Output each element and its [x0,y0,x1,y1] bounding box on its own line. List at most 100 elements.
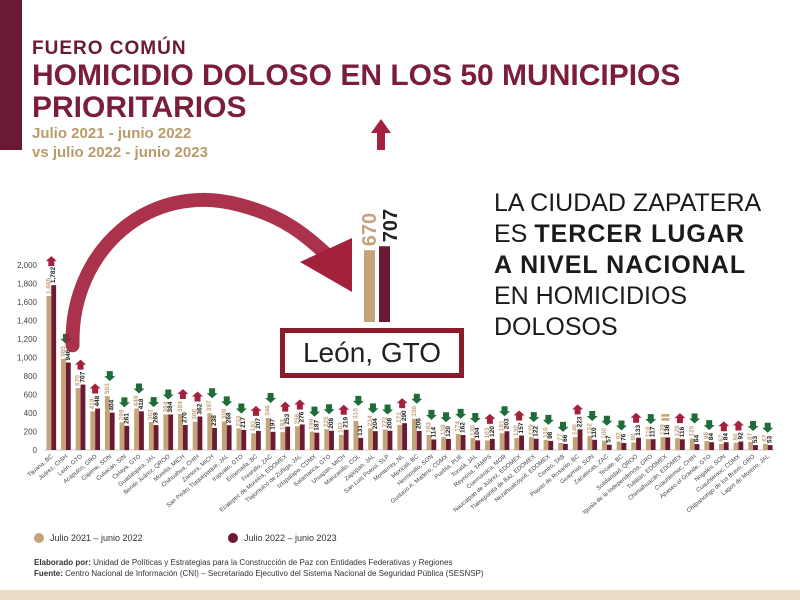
value-label-2022: 53 [752,435,759,443]
bar-2021 [514,437,520,450]
footer-credit: Elaborado por: Unidad de Políticas y Est… [34,558,453,567]
value-label-2021: 397 [206,400,213,411]
bar-2021 [397,424,403,450]
callout-line-1: LA CIUDAD ZAPATERA [494,189,762,217]
y-tick-label: 0 [33,446,38,455]
value-label-2022: 384 [167,401,174,412]
value-label-2021: 163 [338,422,345,433]
bar-2022 [577,429,583,450]
value-label-2022: 418 [138,398,145,409]
bar-2021 [148,422,154,450]
value-label-2022: 204 [372,418,379,429]
period-1: Julio 2021 - junio 2022 [32,125,192,142]
bar-2022 [446,438,451,450]
bar-2022 [51,285,57,450]
bar-2022 [709,442,715,450]
legend-label-2: Julio 2022 – junio 2023 [244,533,337,543]
value-label-2021: 77 [557,433,564,441]
value-label-2021: 140 [572,424,579,435]
arrow-down-icon [703,420,715,431]
arrow-down-icon [689,413,701,424]
legend-item-2: Julio 2022 – junio 2023 [228,533,337,543]
arrow-up-icon [484,413,496,424]
bar-2021 [572,437,578,450]
bar-2021 [104,396,110,450]
value-label-2021: 139 [528,424,535,435]
bar-2022 [753,445,758,450]
value-label-2021: 80 [732,433,739,441]
arrow-down-icon [133,383,145,394]
value-label-2022: 162 [460,422,467,433]
value-label-2021: 199 [309,418,316,429]
arrow-down-icon [206,388,218,399]
bar-2022 [489,438,495,450]
value-label-2022: 238 [211,415,218,426]
bar-2021 [309,431,315,450]
bar-2021 [485,440,490,450]
value-label-2021: 309 [221,408,228,419]
value-label-2022: 946 [65,349,72,360]
arrow-up-icon [250,405,262,416]
value-label-2022: 269 [153,412,160,423]
value-label-2022: 448 [94,395,101,406]
y-tick-label: 200 [24,428,38,437]
bar-2021 [602,440,607,450]
legend-swatch-2 [228,533,238,543]
bar-2022 [519,435,524,450]
value-label-2022: 104 [474,427,481,438]
arrow-down-icon [382,404,394,415]
value-label-2021: 315 [352,408,359,419]
bar-2021 [675,438,680,450]
bar-2022 [153,425,159,450]
y-tick-label: 1,800 [17,280,38,289]
value-label-2021: 67 [718,434,725,442]
bottom-ribbon [0,590,800,600]
bar-2022 [504,431,510,450]
bar-2021 [324,429,330,450]
arrow-down-icon [542,414,554,425]
value-label-2021: 346 [265,405,272,416]
value-label-2022: 57 [606,435,613,443]
footer-source: Fuente: Centro Nacional de Información (… [34,569,484,578]
zoom-arrow-up-icon [371,119,391,150]
arrow-up-icon [75,359,87,370]
arrow-down-icon [235,403,247,414]
value-label-2021: 80 [630,433,637,441]
bar-2022 [95,408,100,450]
bar-2021 [719,443,724,450]
bar-2022 [592,439,598,450]
bar-2021 [178,414,183,450]
bar-2021 [441,437,447,450]
value-label-2022: 133 [635,424,642,435]
bar-2021 [90,411,96,450]
value-label-2021: 152 [586,423,593,434]
bar-2021 [733,442,739,450]
value-label-2021: 306 [192,408,199,419]
arrow-up-icon [732,420,744,431]
value-label-2021: 384 [162,401,169,412]
arrow-up-icon [89,383,101,394]
arrow-down-icon [367,403,379,414]
arrow-down-icon [308,406,320,417]
highlight-label: León, GTO [280,328,464,378]
period-2: vs julio 2022 - junio 2023 [32,144,208,161]
arrow-up-icon [45,256,57,267]
value-label-2021: 272 [396,412,403,423]
arrow-up-icon [630,412,642,423]
value-label-2021: 130 [513,425,520,436]
value-label-2022: 223 [576,416,583,427]
bar-2021 [207,413,213,450]
arrow-down-icon [221,396,233,407]
value-label-2021: 138 [440,424,447,435]
curved-arrow-head [300,238,352,292]
y-tick-label: 1,600 [17,298,38,307]
bar-2022 [80,384,86,450]
value-label-2021: 174 [455,421,462,432]
value-label-2021: 110 [542,427,549,438]
arrow-down-icon [162,389,174,400]
value-label-2021: 67 [762,434,769,442]
arrow-down-icon [425,409,437,420]
value-label-2022: 116 [679,426,686,437]
value-label-2022: 64 [693,434,700,442]
value-label-2022: 120 [489,426,496,437]
